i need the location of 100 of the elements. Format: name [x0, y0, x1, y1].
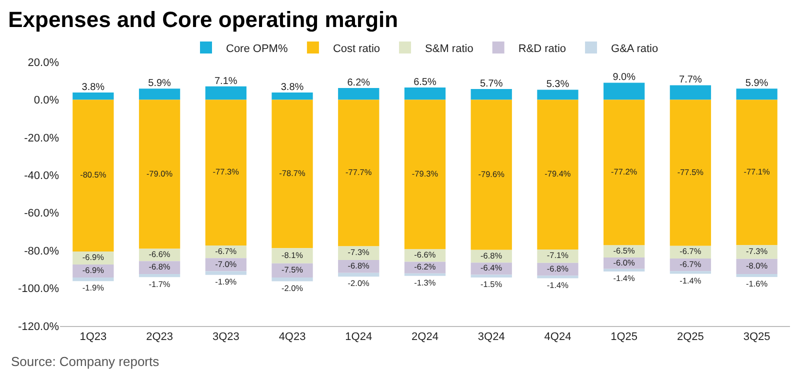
data-label: -7.5% — [281, 266, 304, 275]
bar — [272, 278, 313, 282]
bar — [470, 274, 512, 278]
data-label: -7.1% — [546, 251, 570, 260]
data-label: -77.3% — [212, 168, 240, 177]
bar — [470, 100, 512, 250]
data-label: -77.7% — [346, 168, 372, 178]
bar — [736, 100, 778, 246]
x-tick-label: 3Q25 — [743, 331, 770, 344]
bar — [138, 100, 180, 249]
data-label: 9.0% — [612, 72, 636, 84]
data-label: -7.0% — [215, 260, 238, 269]
data-label: -77.5% — [677, 168, 704, 177]
x-tick-label: 3Q23 — [212, 331, 240, 344]
bar — [338, 88, 380, 100]
bar — [338, 272, 380, 277]
legend-label: S&M ratio — [425, 42, 474, 55]
data-label: 5.9% — [745, 78, 768, 90]
x-tick-label: 2Q24 — [412, 331, 438, 344]
data-label: -6.9% — [82, 266, 105, 276]
data-label: -1.9% — [215, 278, 238, 287]
bar — [537, 100, 578, 250]
bar — [205, 258, 246, 272]
y-tick-label: -80.0% — [24, 245, 60, 258]
data-label: -6.8% — [480, 251, 503, 260]
bar — [272, 100, 313, 248]
bar — [72, 278, 114, 282]
x-tick-label: 4Q23 — [278, 331, 306, 344]
y-tick-label: -20.0% — [24, 132, 60, 144]
x-tick-label: 3Q24 — [478, 331, 505, 344]
bar — [72, 92, 114, 100]
bar — [272, 248, 313, 264]
data-label: -1.4% — [613, 274, 636, 284]
bar — [404, 100, 446, 250]
data-label: -1.7% — [148, 280, 171, 289]
x-tick-label: 4Q24 — [544, 331, 572, 344]
bar — [736, 274, 778, 277]
data-label: -6.4% — [480, 264, 503, 273]
bar — [604, 268, 645, 272]
data-label: -79.6% — [478, 170, 506, 179]
x-tick-label: 1Q23 — [80, 331, 107, 344]
data-label: -6.8% — [148, 262, 171, 272]
bar — [138, 274, 180, 278]
data-label: -8.1% — [281, 250, 304, 260]
data-label: 5.9% — [148, 78, 172, 90]
bar — [670, 271, 712, 274]
data-label: -1.9% — [82, 284, 105, 293]
bar — [205, 271, 246, 275]
data-label: -78.7% — [279, 168, 306, 178]
x-tick-label: 2Q25 — [676, 331, 704, 344]
data-label: -80.5% — [80, 170, 107, 180]
data-label: -7.3% — [348, 248, 370, 258]
y-tick-label: 0.0% — [34, 94, 60, 107]
bar — [537, 90, 578, 100]
bar — [338, 100, 380, 246]
data-label: -2.0% — [281, 284, 304, 293]
bar — [604, 82, 645, 100]
legend-label: R&D ratio — [518, 42, 566, 55]
bar — [205, 100, 246, 246]
bar — [670, 85, 712, 100]
bar — [338, 246, 380, 260]
bar — [537, 276, 578, 278]
data-label: 7.1% — [214, 76, 238, 87]
data-label: -6.0% — [613, 258, 636, 268]
data-label: 5.3% — [546, 79, 570, 90]
data-label: 6.5% — [414, 76, 437, 88]
data-label: -6.2% — [414, 262, 436, 272]
data-label: 3.8% — [82, 82, 105, 94]
bar — [138, 88, 180, 100]
y-tick-label: -60.0% — [24, 208, 60, 220]
bar — [537, 249, 578, 263]
data-label: -77.2% — [610, 168, 638, 177]
data-label: -7.3% — [746, 247, 768, 256]
data-label: 3.8% — [280, 82, 304, 94]
bar — [205, 86, 246, 100]
legend-label: Cost ratio — [332, 42, 380, 55]
data-label: 5.7% — [480, 78, 503, 90]
data-label: 6.2% — [347, 78, 370, 89]
x-tick-label: 1Q24 — [345, 331, 372, 344]
data-label: -6.7% — [215, 246, 238, 256]
data-label: -1.4% — [680, 276, 702, 286]
bar — [604, 100, 645, 246]
y-tick-label: 20.0% — [28, 56, 60, 69]
data-label: -1.6% — [746, 280, 768, 289]
data-label: -6.5% — [613, 246, 636, 256]
legend-label: G&A ratio — [611, 42, 658, 55]
data-label: -1.4% — [546, 280, 570, 290]
bar — [404, 87, 446, 100]
bar — [272, 92, 313, 100]
bar — [670, 100, 712, 246]
bar — [470, 88, 512, 100]
data-label: -6.8% — [546, 264, 570, 274]
bar — [404, 273, 446, 276]
data-label: -1.5% — [480, 280, 503, 290]
legend-label: Core OPM% — [226, 42, 288, 55]
x-tick-label: 2Q23 — [146, 331, 174, 344]
y-tick-label: -40.0% — [24, 170, 60, 182]
data-label: -79.3% — [412, 170, 439, 179]
data-label: 7.7% — [679, 74, 702, 86]
data-label: -6.7% — [680, 247, 702, 256]
